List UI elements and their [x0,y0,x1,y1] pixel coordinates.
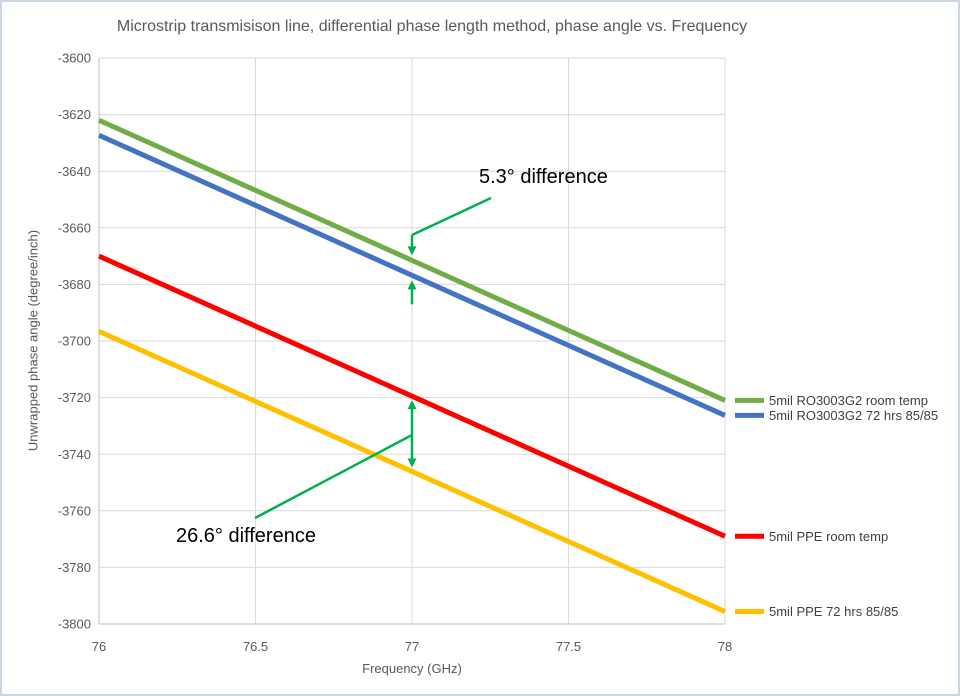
y-tick-label: -3760 [58,503,91,518]
annotation-line [254,433,413,520]
legend-item-2: 5mil PPE room temp [735,529,888,544]
x-tick-label: 77 [405,639,419,654]
y-tick-label: -3640 [58,164,91,179]
series-line-3 [97,329,727,614]
series-line-1 [97,132,727,418]
y-tick-label: -3620 [58,107,91,122]
x-tick-label: 78 [718,639,732,654]
series-line-0 [97,117,727,403]
x-tick-label: 76 [92,639,106,654]
arrowhead [407,280,417,290]
y-tick-label: -3680 [58,277,91,292]
annotation-label-small-difference: 5.3° difference [479,166,608,188]
y-tick-label: -3800 [58,617,91,632]
y-tick-label: -3700 [58,334,91,349]
annotations [254,196,492,520]
legend-item-1: 5mil RO3003G2 72 hrs 85/85 [735,408,938,423]
series-line-2 [97,253,727,539]
series-lines [97,117,727,614]
annotation-arrow-0 [407,196,492,305]
legend-label: 5mil PPE room temp [769,529,888,544]
legend-item-3: 5mil PPE 72 hrs 85/85 [735,604,898,619]
legend-label: 5mil PPE 72 hrs 85/85 [769,604,898,619]
legend-item-0: 5mil RO3003G2 room temp [735,393,928,408]
arrowhead [407,246,417,256]
chart-title: Microstrip transmisison line, differenti… [116,18,748,35]
annotation-arrow-1 [254,400,417,520]
x-tick-label: 76.5 [243,639,268,654]
annotation-line [411,196,492,237]
legend-label: 5mil RO3003G2 room temp [769,393,928,408]
y-tick-label: -3780 [58,560,91,575]
y-tick-label: -3600 [58,51,91,66]
annotation-label-large-difference: 26.6° difference [176,525,316,547]
x-tick-label: 77.5 [556,639,581,654]
legend-label: 5mil RO3003G2 72 hrs 85/85 [769,408,938,423]
axes [98,58,725,625]
y-tick-label: -3740 [58,447,91,462]
arrowhead [407,458,417,468]
tick-labels: -3600 -3620 -3640 -3660 -3680 -3700 -3720 -3740… [58,51,732,654]
y-tick-label: -3660 [58,220,91,235]
y-axis-title: Unwrapped phase angle (degree/inch) [25,229,41,452]
arrowhead [407,400,417,410]
x-axis-title: Frequency (GHz) [362,661,462,676]
y-tick-label: -3720 [58,390,91,405]
